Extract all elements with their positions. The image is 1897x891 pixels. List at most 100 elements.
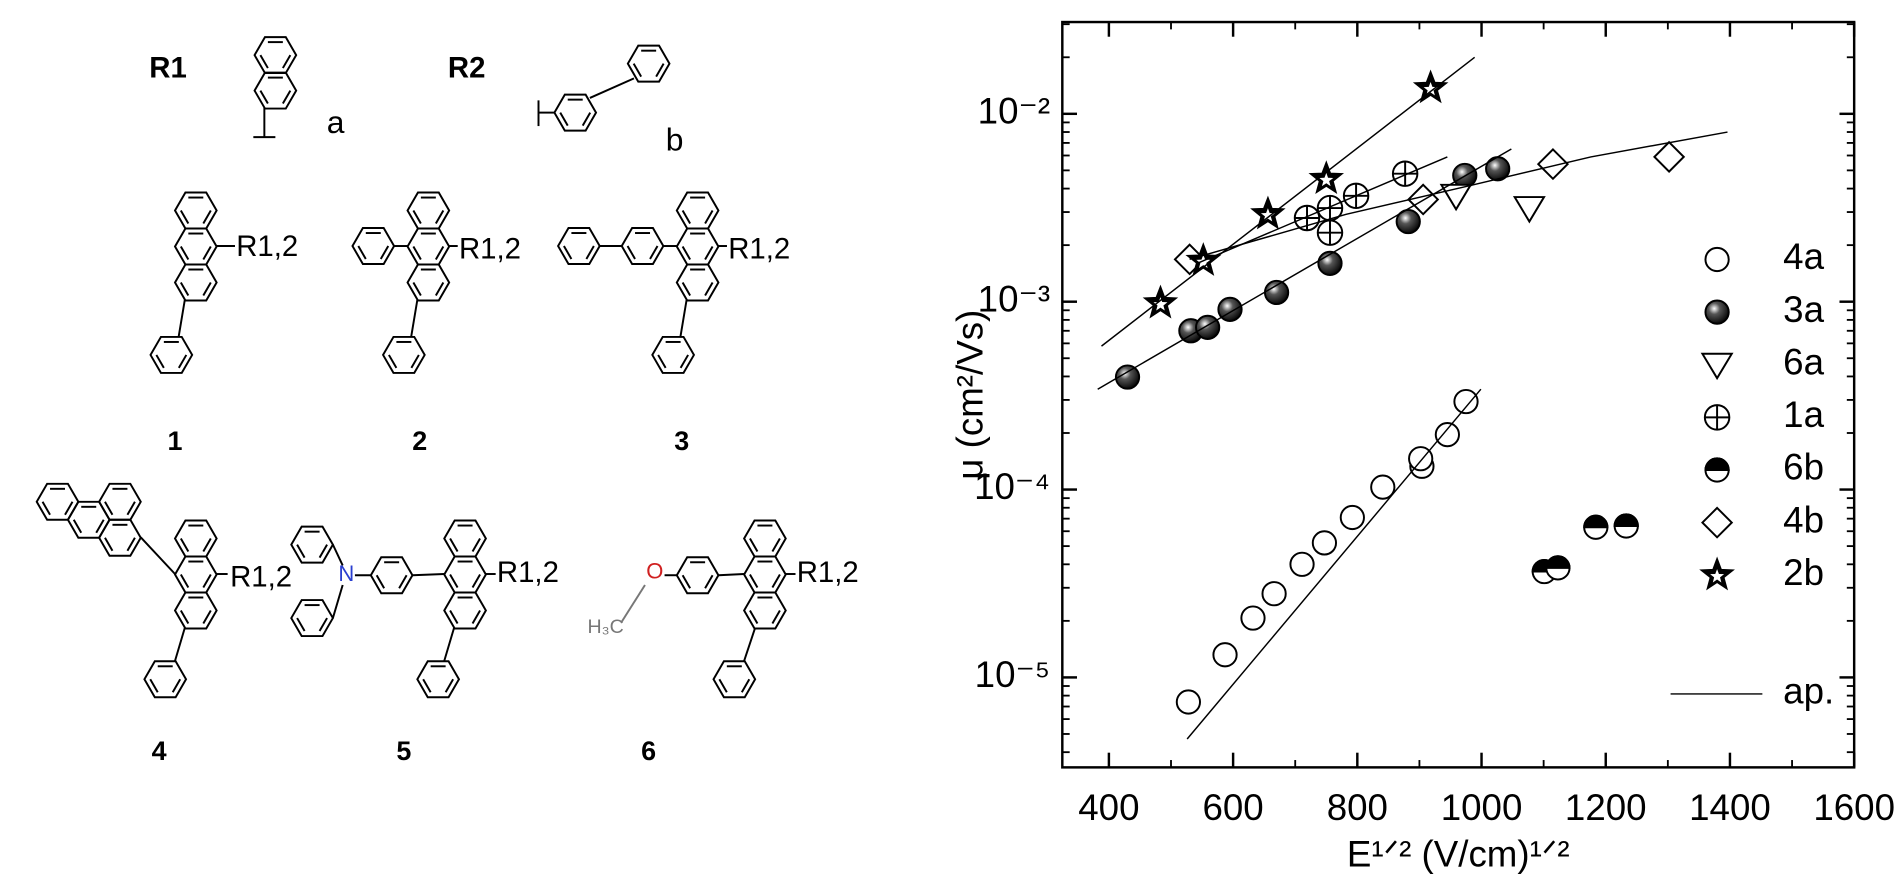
- marker-triangle-down: [1512, 196, 1546, 224]
- double-bond: [704, 210, 714, 224]
- double-bond: [296, 544, 306, 559]
- bond: [589, 77, 635, 99]
- structure-label: O: [646, 559, 663, 584]
- double-bond: [412, 210, 422, 224]
- fit-line: [1097, 148, 1512, 390]
- marker-part: [1545, 555, 1571, 569]
- marker-part: [1704, 457, 1730, 471]
- marker-half-circle: [1704, 457, 1730, 483]
- bond: [174, 627, 186, 662]
- double-bond: [179, 574, 190, 588]
- structure-label: 4: [152, 736, 167, 766]
- legend-label: 3a: [1783, 289, 1824, 330]
- double-bond: [704, 246, 714, 260]
- bond: [443, 627, 455, 662]
- structure-label: 1: [168, 426, 183, 456]
- x-tick-label: 1600: [1813, 787, 1895, 828]
- bond: [140, 536, 176, 575]
- double-bond: [681, 210, 691, 224]
- marker-star: [1699, 556, 1735, 591]
- marker-open-circle: [1453, 388, 1479, 415]
- ring: [143, 660, 188, 699]
- marker-crossed-circle: [1703, 404, 1731, 431]
- double-bond: [202, 210, 212, 224]
- structure-label: 3: [674, 426, 689, 456]
- double-bond: [704, 281, 714, 296]
- double-bond: [749, 538, 759, 552]
- bond: [718, 573, 745, 577]
- bond: [620, 584, 646, 623]
- double-bond: [41, 501, 51, 516]
- ring: [253, 71, 298, 110]
- marker-open-circle: [1240, 605, 1266, 631]
- marker-crossed-circle: [1391, 160, 1419, 187]
- marker-part: [1153, 297, 1168, 311]
- double-bond: [740, 678, 751, 693]
- double-bond: [104, 537, 114, 552]
- ring: [290, 525, 335, 564]
- bond: [412, 573, 445, 577]
- marker-crossed-circle: [1316, 194, 1344, 222]
- ring: [173, 263, 218, 302]
- double-bond: [771, 538, 781, 552]
- marker-part: [1175, 689, 1201, 715]
- double-bond: [282, 90, 292, 105]
- marker-open-circle: [1175, 689, 1201, 715]
- legend-label: 2b: [1783, 552, 1824, 593]
- marker-part: [1536, 148, 1570, 181]
- double-bond: [422, 678, 432, 693]
- double-bond: [471, 538, 481, 552]
- y-axis-label: μ (cm²/Vs): [950, 310, 991, 480]
- legend-label: 4a: [1783, 236, 1824, 277]
- marker-part: [1114, 364, 1141, 390]
- bond: [177, 299, 186, 337]
- ring: [626, 44, 671, 83]
- double-bond: [357, 245, 367, 260]
- ring: [351, 227, 396, 265]
- marker-star: [1412, 69, 1449, 104]
- double-bond: [655, 63, 665, 78]
- marker-open-circle: [1212, 642, 1238, 668]
- double-bond: [202, 574, 212, 588]
- double-bond: [718, 678, 728, 693]
- ring: [651, 335, 696, 374]
- marker-part: [1710, 569, 1725, 583]
- double-bond: [749, 609, 759, 624]
- double-bond: [444, 678, 454, 693]
- structure-label: R1,2: [497, 556, 559, 589]
- double-bond: [126, 537, 136, 552]
- double-bond: [771, 574, 781, 588]
- double-bond: [202, 538, 212, 552]
- double-bond: [626, 245, 636, 260]
- chart: 400 600 800 1000 1200 1400 1600 10⁻⁵ 10⁻⁴ 10⁻³ 10⁻…: [950, 20, 1895, 874]
- bond: [331, 584, 344, 619]
- ring: [290, 599, 335, 638]
- double-bond: [126, 501, 136, 516]
- marker-open-circle: [1289, 551, 1315, 577]
- legend-label: ap.: [1783, 671, 1834, 712]
- y-tick-label: 10⁻³: [978, 278, 1050, 319]
- marker-diamond: [1536, 148, 1570, 181]
- marker-part: [1653, 140, 1686, 173]
- double-bond: [202, 609, 212, 624]
- marker-part: [1704, 246, 1730, 273]
- legend-label: 1a: [1783, 394, 1824, 435]
- double-bond: [449, 609, 459, 624]
- structure-label: N: [338, 561, 354, 586]
- fit-line: [1186, 388, 1482, 740]
- double-bond: [771, 609, 781, 624]
- double-bond: [177, 354, 188, 369]
- marker-part: [1512, 196, 1546, 224]
- marker-part: [1453, 388, 1479, 415]
- fit-line: [1189, 131, 1728, 261]
- marker-open-circle: [1339, 504, 1365, 531]
- marker-part: [1704, 299, 1730, 325]
- double-bond: [64, 501, 74, 516]
- double-bond: [434, 210, 445, 224]
- structure-label: R1,2: [230, 561, 292, 594]
- structure-label: 2: [412, 426, 427, 456]
- marker-half-circle: [1613, 513, 1639, 539]
- marker-part: [1261, 581, 1287, 607]
- ring: [712, 660, 757, 699]
- marker-part: [1260, 208, 1275, 222]
